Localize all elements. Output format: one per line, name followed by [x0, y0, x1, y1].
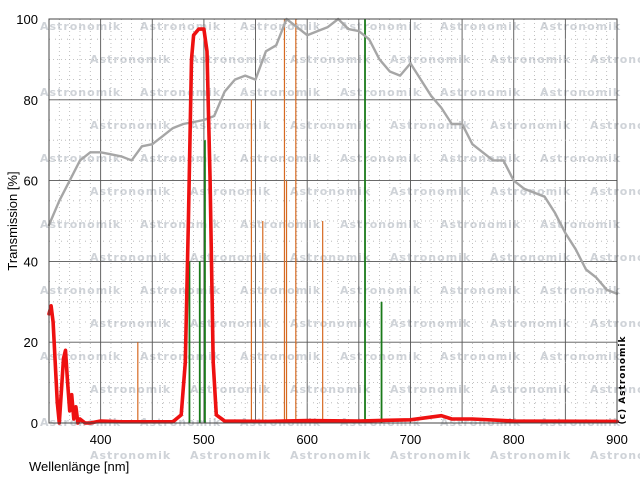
x-tick-label: 400 — [90, 432, 112, 447]
watermark-text: Astronomik — [390, 383, 471, 396]
watermark-text: Astronomik — [190, 251, 271, 264]
watermark-text: Astronomik — [290, 119, 371, 132]
watermark-text: Astronomik — [40, 20, 121, 33]
curves-layer — [47, 17, 619, 425]
y-tick-label: 60 — [24, 174, 38, 189]
watermark-text: Astronomik — [390, 119, 471, 132]
watermark-text: Astronomik — [390, 53, 471, 66]
watermark-text: Astronomik — [340, 86, 421, 99]
watermark-text: Astronomik — [140, 152, 221, 165]
watermark-text: Astronomik — [490, 449, 571, 462]
plot-border — [48, 18, 618, 424]
watermark-text: Astronomik — [90, 449, 171, 462]
watermark-text: Astronomik — [590, 119, 640, 132]
watermark-text: Astronomik — [440, 20, 521, 33]
emission-lines-layer — [137, 19, 383, 423]
x-tick-label: 700 — [400, 432, 422, 447]
watermark-text: Astronomik — [240, 86, 321, 99]
watermark-text: Astronomik — [440, 86, 521, 99]
watermark-text: Astronomik — [390, 449, 471, 462]
watermark-text: Astronomik — [390, 185, 471, 198]
watermark-text: Astronomik — [240, 284, 321, 297]
watermark-layer: Astronomik Astronomik Astronomik Astronomik… — [40, 20, 640, 462]
watermark-text: Astronomik — [290, 185, 371, 198]
y-tick-label: 100 — [16, 12, 38, 27]
watermark-text: Astronomik — [140, 218, 221, 231]
watermark-text: Astronomik — [290, 317, 371, 330]
watermark-text: Astronomik — [290, 383, 371, 396]
watermark-text: Astronomik — [440, 218, 521, 231]
sensor-response-curve — [47, 17, 619, 295]
watermark-text: Astronomik — [340, 20, 421, 33]
watermark-text: Astronomik — [540, 86, 621, 99]
watermark-text: Astronomik — [390, 317, 471, 330]
y-tick-label: 20 — [24, 335, 38, 350]
watermark-text: Astronomik — [90, 119, 171, 132]
watermark-text: Astronomik — [240, 152, 321, 165]
watermark-text: Astronomik — [190, 383, 271, 396]
x-tick-label: 800 — [503, 432, 525, 447]
watermark-text: Astronomik — [490, 53, 571, 66]
y-tick-label: 40 — [24, 254, 38, 269]
watermark-text: Astronomik — [440, 152, 521, 165]
watermark-text: Astronomik — [340, 218, 421, 231]
watermark-text: Astronomik — [340, 152, 421, 165]
watermark-text: Astronomik — [40, 350, 121, 363]
watermark-text: Astronomik — [240, 350, 321, 363]
watermark-text: Astronomik — [490, 383, 571, 396]
watermark-text: Astronomik — [90, 53, 171, 66]
x-axis-title: Wellenlänge [nm] — [29, 459, 129, 474]
y-tick-label: 0 — [31, 416, 38, 431]
y-axis-title: Transmission [%] — [5, 171, 20, 270]
watermark-text: Astronomik — [40, 284, 121, 297]
watermark-text: Astronomik — [590, 53, 640, 66]
plot-frame — [48, 18, 618, 424]
watermark-text: Astronomik — [540, 284, 621, 297]
x-tick-label: 500 — [193, 432, 215, 447]
watermark-text: Astronomik — [290, 449, 371, 462]
watermark-text: Astronomik — [90, 251, 171, 264]
watermark-text: Astronomik — [140, 86, 221, 99]
watermark-text: Astronomik — [540, 152, 621, 165]
watermark-text: Astronomik — [340, 350, 421, 363]
watermark-text: Astronomik — [540, 20, 621, 33]
filter-transmission-curve — [47, 27, 619, 425]
watermark-text: Astronomik — [540, 350, 621, 363]
watermark-text: Astronomik — [590, 317, 640, 330]
watermark-text: Astronomik — [590, 449, 640, 462]
watermark-text: Astronomik — [190, 185, 271, 198]
watermark-text: Astronomik — [590, 251, 640, 264]
watermark-text: Astronomik — [590, 383, 640, 396]
watermark-text: Astronomik — [490, 317, 571, 330]
copyright-label: (c) Astronomik — [618, 335, 628, 424]
watermark-text: Astronomik — [490, 119, 571, 132]
tick-labels: 400 500 600 700 800 900 0 20 40 60 80 100 — [16, 12, 628, 447]
x-tick-label: 600 — [296, 432, 318, 447]
watermark-text: Astronomik — [90, 317, 171, 330]
watermark-text: Astronomik — [540, 218, 621, 231]
watermark-text: Astronomik — [240, 218, 321, 231]
watermark-text: Astronomik — [440, 284, 521, 297]
y-tick-label: 80 — [24, 93, 38, 108]
x-tick-label: 900 — [606, 432, 628, 447]
grid-layer — [49, 19, 618, 423]
watermark-text: Astronomik — [340, 284, 421, 297]
watermark-text: Astronomik — [290, 53, 371, 66]
watermark-text: Astronomik — [490, 251, 571, 264]
watermark-text: Astronomik — [190, 53, 271, 66]
watermark-text: Astronomik — [90, 383, 171, 396]
watermark-text: Astronomik — [190, 449, 271, 462]
watermark-text: Astronomik — [40, 86, 121, 99]
watermark-text: Astronomik — [390, 251, 471, 264]
watermark-text: Astronomik — [190, 317, 271, 330]
watermark-text: Astronomik — [440, 350, 521, 363]
watermark-text: Astronomik — [290, 251, 371, 264]
watermark-text: Astronomik — [590, 185, 640, 198]
watermark-text: Astronomik — [90, 185, 171, 198]
